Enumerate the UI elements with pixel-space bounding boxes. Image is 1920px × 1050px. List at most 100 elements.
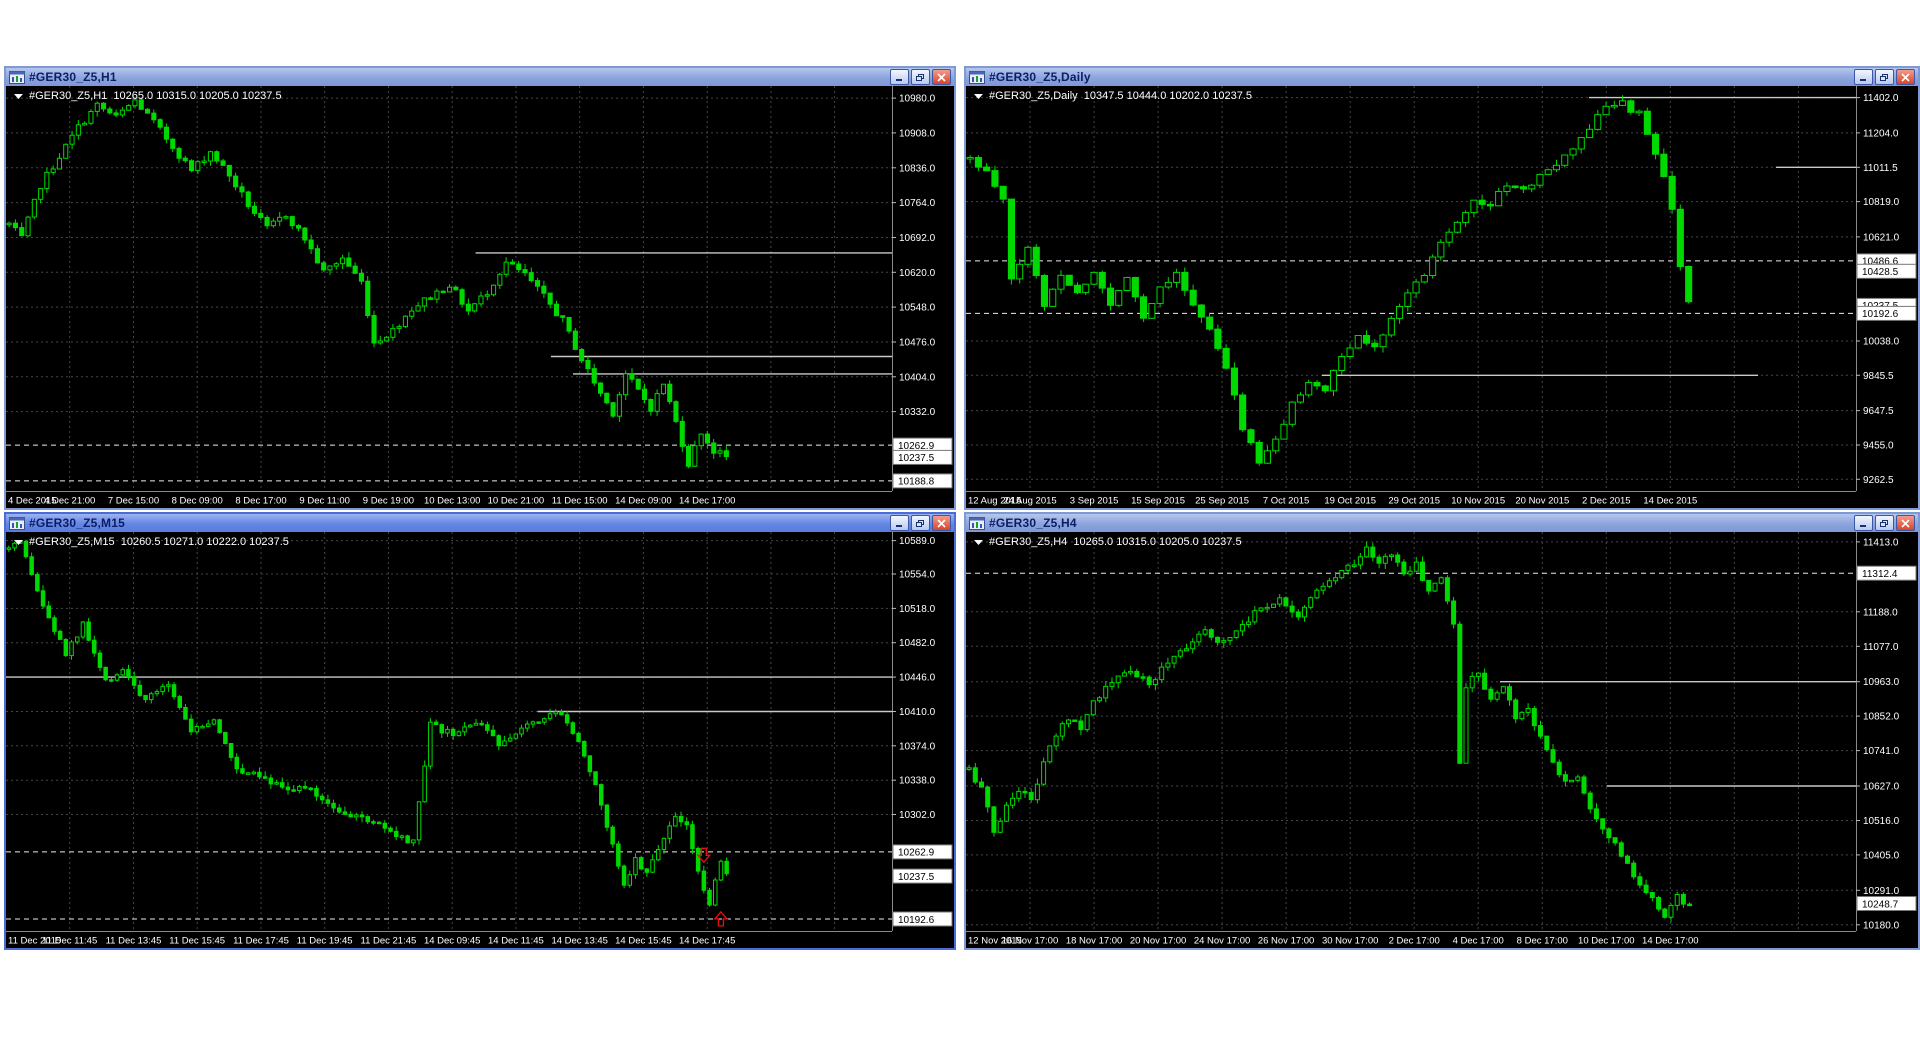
chart-window-m15: #GER30_Z5,M15 10589.0 10554.0 10518.0 10482… [4,512,956,950]
svg-text:11 Dec 2015: 11 Dec 2015 [8,936,61,947]
chart-window-h4: #GER30_Z5,H4 11413.0 11188.0 11077.0 10963.… [964,512,1920,950]
window-title: #GER30_Z5,Daily [989,70,1091,84]
chart-window-h1: #GER30_Z5,H1 10980.0 10908.0 10836.0 10764.… [4,66,956,510]
svg-text:20 Nov 2015: 20 Nov 2015 [1515,496,1569,507]
svg-text:#GER30_Z5,H4 10265.0 10315.0: #GER30_Z5,H4 10265.0 10315.0 10205.0 102… [989,536,1242,548]
svg-text:10192.6: 10192.6 [898,915,935,926]
close-icon[interactable] [932,69,951,85]
svg-text:10836.0: 10836.0 [899,163,936,174]
svg-text:10852.0: 10852.0 [1863,712,1900,723]
svg-text:14 Dec 17:45: 14 Dec 17:45 [679,936,736,947]
svg-text:8 Dec 17:00: 8 Dec 17:00 [1517,936,1568,947]
svg-text:10180.0: 10180.0 [1863,920,1900,931]
svg-text:11077.0: 11077.0 [1863,642,1899,653]
window-title: #GER30_Z5,M15 [29,516,125,530]
svg-text:14 Dec 15:45: 14 Dec 15:45 [615,936,672,947]
svg-text:11 Dec 17:45: 11 Dec 17:45 [233,936,289,947]
window-titlebar[interactable]: #GER30_Z5,H1 [6,68,954,86]
minimize-button[interactable] [1854,69,1873,85]
window-titlebar[interactable]: #GER30_Z5,M15 [6,514,954,532]
chart-icon [9,516,25,530]
close-icon[interactable] [1896,69,1915,85]
restore-button[interactable] [1875,515,1894,531]
price-chart-m15[interactable]: 10589.0 10554.0 10518.0 10482.0 10446.0 10410… [6,532,954,948]
svg-text:24 Aug 2015: 24 Aug 2015 [1003,496,1056,507]
close-icon[interactable] [1896,515,1915,531]
chart-client-area: 10980.0 10908.0 10836.0 10764.0 10692.0 10620… [6,86,954,508]
svg-text:9845.5: 9845.5 [1863,371,1894,382]
svg-text:19 Oct 2015: 19 Oct 2015 [1324,496,1376,507]
svg-text:9 Dec 11:00: 9 Dec 11:00 [299,496,350,507]
svg-text:9647.5: 9647.5 [1863,406,1894,417]
svg-text:10476.0: 10476.0 [899,338,936,349]
svg-text:10 Dec 21:00: 10 Dec 21:00 [488,496,545,507]
svg-text:11 Dec 19:45: 11 Dec 19:45 [297,936,353,947]
svg-text:14 Dec 17:00: 14 Dec 17:00 [1642,936,1699,947]
svg-text:2 Dec 17:00: 2 Dec 17:00 [1389,936,1440,947]
svg-text:10410.0: 10410.0 [899,707,936,718]
svg-text:30 Nov 17:00: 30 Nov 17:00 [1322,936,1379,947]
restore-button[interactable] [911,69,930,85]
svg-text:10237.5: 10237.5 [898,872,935,883]
svg-text:25 Sep 2015: 25 Sep 2015 [1195,496,1249,507]
price-chart-daily[interactable]: 11402.0 11204.0 11011.5 10819.0 10621.0 10038… [966,86,1918,508]
minimize-button[interactable] [890,515,909,531]
svg-text:10262.9: 10262.9 [898,441,935,452]
restore-button[interactable] [911,515,930,531]
svg-text:10764.0: 10764.0 [899,198,936,209]
svg-text:12 Nov 2015: 12 Nov 2015 [968,936,1022,947]
window-titlebar[interactable]: #GER30_Z5,H4 [966,514,1918,532]
svg-text:11 Dec 15:45: 11 Dec 15:45 [169,936,225,947]
svg-text:11402.0: 11402.0 [1863,93,1899,104]
svg-text:10428.5: 10428.5 [1862,267,1899,278]
chart-window-daily: #GER30_Z5,Daily 11402.0 11204.0 11011.5 108… [964,66,1920,510]
svg-text:10627.0: 10627.0 [1863,782,1900,793]
svg-text:11 Dec 11:45: 11 Dec 11:45 [42,936,97,947]
svg-text:10405.0: 10405.0 [1863,850,1900,861]
svg-text:10 Dec 17:00: 10 Dec 17:00 [1578,936,1635,947]
chart-icon [969,70,985,84]
svg-text:14 Dec 17:00: 14 Dec 17:00 [679,496,736,507]
svg-text:10589.0: 10589.0 [899,536,936,547]
svg-text:9 Dec 19:00: 9 Dec 19:00 [363,496,414,507]
svg-text:10291.0: 10291.0 [1863,886,1900,897]
minimize-button[interactable] [1854,515,1873,531]
window-title: #GER30_Z5,H1 [29,70,117,84]
chart-icon [969,516,985,530]
svg-text:14 Dec 09:45: 14 Dec 09:45 [424,936,481,947]
svg-text:10518.0: 10518.0 [899,604,936,615]
svg-text:10248.7: 10248.7 [1862,899,1899,910]
svg-text:10 Dec 13:00: 10 Dec 13:00 [424,496,481,507]
svg-text:4 Dec 17:00: 4 Dec 17:00 [1453,936,1504,947]
svg-text:11 Dec 13:45: 11 Dec 13:45 [106,936,162,947]
svg-text:16 Nov 17:00: 16 Nov 17:00 [1002,936,1059,947]
price-chart-h4[interactable]: 11413.0 11188.0 11077.0 10963.0 10852.0 10741… [966,532,1918,948]
window-titlebar[interactable]: #GER30_Z5,Daily [966,68,1918,86]
svg-text:10338.0: 10338.0 [899,776,936,787]
svg-text:10819.0: 10819.0 [1863,197,1900,208]
chart-icon [9,70,25,84]
svg-text:4 Dec 2015: 4 Dec 2015 [8,496,57,507]
svg-text:14 Dec 13:45: 14 Dec 13:45 [551,936,608,947]
svg-text:10482.0: 10482.0 [899,638,936,649]
svg-text:10302.0: 10302.0 [899,810,936,821]
svg-text:10486.6: 10486.6 [1862,257,1899,268]
svg-text:18 Nov 17:00: 18 Nov 17:00 [1066,936,1123,947]
restore-button[interactable] [1875,69,1894,85]
svg-text:7 Oct 2015: 7 Oct 2015 [1263,496,1309,507]
chart-client-area: 10589.0 10554.0 10518.0 10482.0 10446.0 10410… [6,532,954,948]
minimize-button[interactable] [890,69,909,85]
svg-text:14 Dec 11:45: 14 Dec 11:45 [488,936,544,947]
chart-client-area: 11402.0 11204.0 11011.5 10819.0 10621.0 10038… [966,86,1918,508]
svg-text:14 Dec 2015: 14 Dec 2015 [1643,496,1697,507]
svg-text:10548.0: 10548.0 [899,303,936,314]
svg-text:10 Nov 2015: 10 Nov 2015 [1451,496,1505,507]
svg-text:24 Nov 17:00: 24 Nov 17:00 [1194,936,1251,947]
svg-text:12 Aug 2015: 12 Aug 2015 [968,496,1021,507]
chart-client-area: 11413.0 11188.0 11077.0 10963.0 10852.0 10741… [966,532,1918,948]
svg-text:11011.5: 11011.5 [1863,163,1898,174]
close-icon[interactable] [932,515,951,531]
svg-text:8 Dec 09:00: 8 Dec 09:00 [172,496,223,507]
price-chart-h1[interactable]: 10980.0 10908.0 10836.0 10764.0 10692.0 10620… [6,86,954,508]
svg-text:15 Sep 2015: 15 Sep 2015 [1131,496,1185,507]
